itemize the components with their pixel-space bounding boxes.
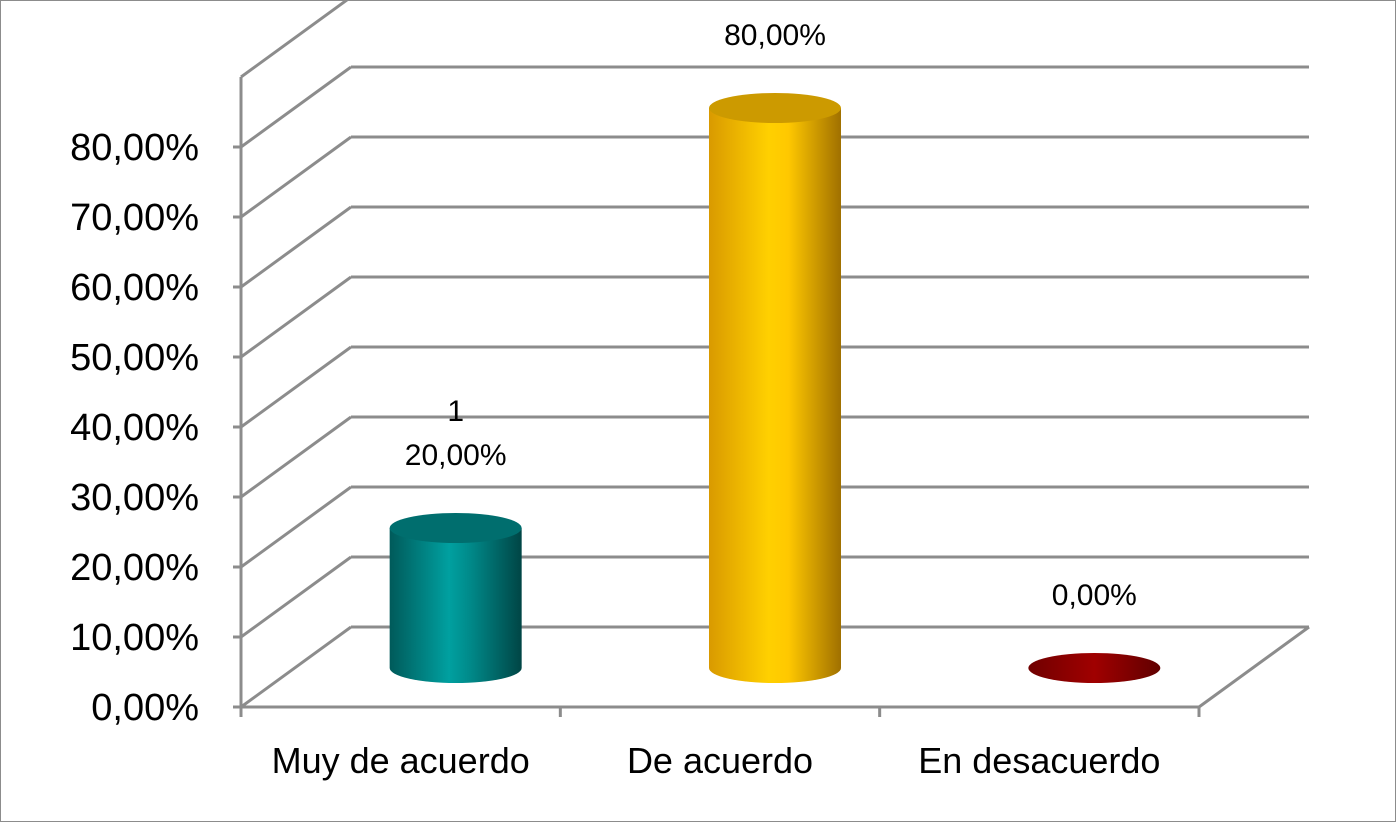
floor-right-edge xyxy=(1198,625,1310,709)
bar-top xyxy=(709,93,841,123)
bar xyxy=(1028,653,1161,683)
axes: 0,00%10,00%20,00%30,00%40,00%50,00%60,00… xyxy=(70,77,1201,729)
data-label-count: 1 xyxy=(447,395,464,428)
x-category-label: En desacuerdo xyxy=(918,740,1160,781)
y-tick-label: 80,00% xyxy=(70,127,199,169)
bar xyxy=(709,93,841,683)
y-tick-label: 0,00% xyxy=(91,687,199,729)
bar-body xyxy=(389,528,522,683)
y-tick-label: 20,00% xyxy=(70,547,199,589)
gridline-side xyxy=(240,275,352,359)
data-label-count: 4 xyxy=(767,1,784,8)
bar-flat xyxy=(1028,653,1161,683)
wall-top-side xyxy=(240,1,349,79)
x-category-label: De acuerdo xyxy=(627,740,813,781)
y-tick-label: 40,00% xyxy=(70,407,199,449)
labels: 20,00% 1 Muy de acuerdo 80,00% 4 De acuerdo 0,… xyxy=(272,1,1161,781)
gridline-side xyxy=(240,345,352,429)
bar-top xyxy=(389,513,522,543)
y-tick-label: 70,00% xyxy=(70,197,199,239)
y-tick-label: 50,00% xyxy=(70,337,199,379)
data-label-percent: 0,00% xyxy=(1052,579,1137,612)
x-category-label: Muy de acuerdo xyxy=(272,740,530,781)
data-label-percent: 20,00% xyxy=(405,439,507,472)
y-tick-label: 30,00% xyxy=(70,477,199,519)
data-label-percent: 80,00% xyxy=(724,19,826,52)
gridline-side xyxy=(240,65,352,149)
y-tick-label: 60,00% xyxy=(70,267,199,309)
y-tick-label: 10,00% xyxy=(70,617,199,659)
gridline-side xyxy=(240,205,352,289)
bars xyxy=(389,93,1161,683)
gridline-side xyxy=(240,555,352,639)
gridline-side xyxy=(240,135,352,219)
bar xyxy=(389,513,522,683)
bar-body xyxy=(709,108,841,683)
gridline-side xyxy=(240,485,352,569)
gridline-side xyxy=(240,415,352,499)
gridline-side xyxy=(240,625,352,709)
